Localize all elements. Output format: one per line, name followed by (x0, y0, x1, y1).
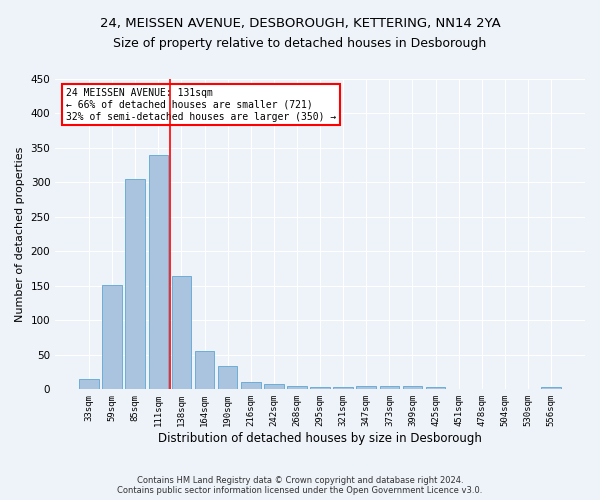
Bar (426, 388, 445, 390)
Bar (403, 386, 422, 390)
Bar (541, 386, 561, 390)
Bar (125, 179, 145, 390)
Bar (264, 384, 284, 390)
Bar (241, 382, 260, 390)
Text: 24, MEISSEN AVENUE, DESBOROUGH, KETTERING, NN14 2YA: 24, MEISSEN AVENUE, DESBOROUGH, KETTERIN… (100, 18, 500, 30)
Y-axis label: Number of detached properties: Number of detached properties (15, 146, 25, 322)
Bar (195, 350, 214, 390)
Bar (380, 386, 399, 390)
Text: Contains HM Land Registry data © Crown copyright and database right 2024.
Contai: Contains HM Land Registry data © Crown c… (118, 476, 482, 495)
Bar (287, 386, 307, 390)
Bar (218, 366, 238, 390)
Bar (334, 388, 353, 390)
Text: 24 MEISSEN AVENUE: 131sqm
← 66% of detached houses are smaller (721)
32% of semi: 24 MEISSEN AVENUE: 131sqm ← 66% of detac… (66, 88, 336, 122)
Text: Size of property relative to detached houses in Desborough: Size of property relative to detached ho… (113, 38, 487, 51)
Bar (103, 284, 122, 390)
Bar (149, 155, 168, 390)
Bar (356, 386, 376, 390)
Bar (172, 276, 191, 390)
Bar (79, 379, 99, 390)
X-axis label: Distribution of detached houses by size in Desborough: Distribution of detached houses by size … (158, 432, 482, 445)
Bar (310, 388, 330, 390)
